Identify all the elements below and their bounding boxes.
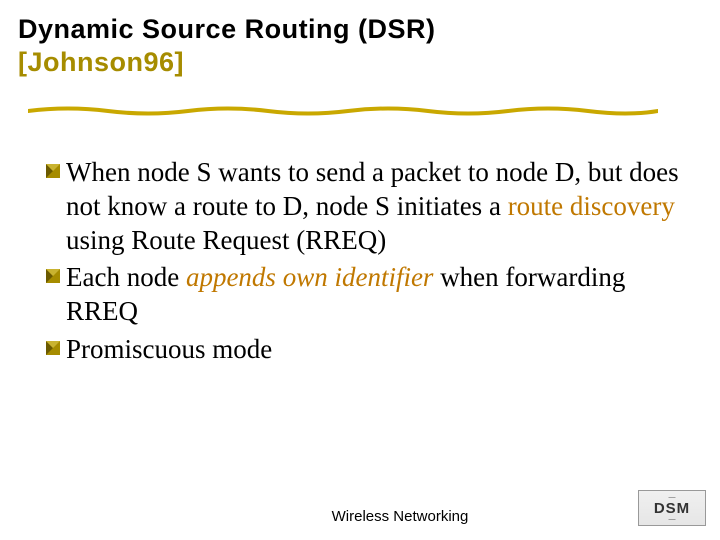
bullet-text: When node S wants to send a packet to no… <box>66 156 684 257</box>
bullet-highlight: route discovery <box>508 191 675 221</box>
bullet-icon <box>44 267 62 290</box>
bullet-text: Promiscuous mode <box>66 333 272 367</box>
title-block: Dynamic Source Routing (DSR) [Johnson96] <box>0 0 720 84</box>
bullet-item: When node S wants to send a packet to no… <box>44 156 684 257</box>
logo-main-text: DSM <box>639 501 705 516</box>
bullet-text: Each node appends own identifier when fo… <box>66 261 684 329</box>
bullet-icon <box>44 339 62 362</box>
bullet-item: Each node appends own identifier when fo… <box>44 261 684 329</box>
bullet-item: Promiscuous mode <box>44 333 684 367</box>
bullet-highlight: appends own identifier <box>186 262 433 292</box>
footer-text: Wireless Networking <box>332 508 469 525</box>
bullet-pre: Each node <box>66 262 186 292</box>
bullet-post: using Route Request (RREQ) <box>66 225 386 255</box>
bullet-icon <box>44 162 62 185</box>
bullet-pre: Promiscuous mode <box>66 334 272 364</box>
footer: Wireless Networking — DSM — <box>0 508 720 526</box>
logo-sub-line: — <box>639 516 705 523</box>
title-line-2: [Johnson96] <box>18 47 702 78</box>
footer-logo: — DSM — <box>638 490 706 526</box>
title-line-1: Dynamic Source Routing (DSR) <box>18 14 702 45</box>
divider-line <box>28 104 658 116</box>
content-area: When node S wants to send a packet to no… <box>0 116 720 367</box>
